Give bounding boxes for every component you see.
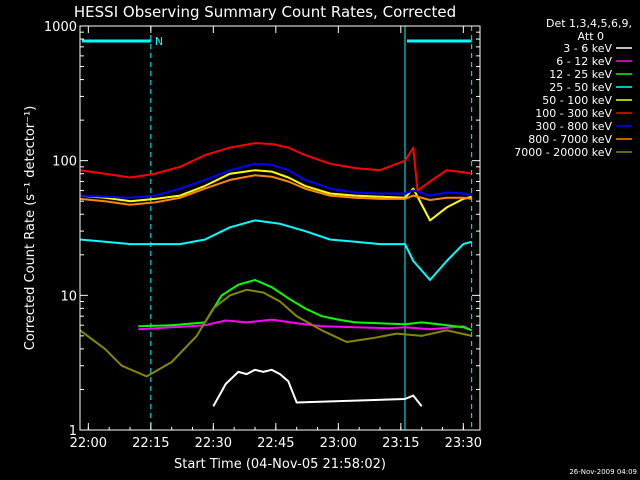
y-tick-label-2: 100 xyxy=(52,155,77,170)
y-axis-label: Corrected Count Rate (s⁻¹ detector⁻¹) xyxy=(23,106,38,351)
series-line-100-300-kev xyxy=(79,142,472,192)
x-tick-label-0: 22:00 xyxy=(70,436,107,451)
marker-label: N xyxy=(155,35,163,48)
x-tick-label-3: 22:45 xyxy=(257,436,294,451)
series-line-12-25-kev xyxy=(138,279,473,332)
legend-header-line-1: Det 1,3,4,5,6,9, xyxy=(546,17,632,30)
legend-header-line-2: Att 0 xyxy=(578,30,604,43)
y-axis: 1 10 100 1000 xyxy=(44,20,480,439)
legend-label-100-300-kev: 100 - 300 keV xyxy=(535,107,612,120)
legend-label-25-50-kev: 25 - 50 keV xyxy=(549,81,612,94)
series-line-300-800-kev xyxy=(79,162,472,199)
legend-label-6-12-kev: 6 - 12 keV xyxy=(556,55,612,68)
x-tick-label-5: 23:15 xyxy=(382,436,419,451)
x-axis-label: Start Time (04-Nov-05 21:58:02) xyxy=(174,457,386,472)
footer-timestamp: 26-Nov-2009 04:09 xyxy=(569,468,637,476)
legend-label-800-7000-kev: 800 - 7000 keV xyxy=(528,133,612,146)
legend-label-7000-20000-kev: 7000 - 20000 keV xyxy=(514,146,612,159)
legend-label-300-800-kev: 300 - 800 keV xyxy=(535,120,612,133)
x-tick-label-1: 22:15 xyxy=(132,436,169,451)
series-line-3-6-kev xyxy=(212,368,423,407)
x-tick-label-4: 23:00 xyxy=(320,436,357,451)
series-line-50-100-kev xyxy=(79,169,472,222)
series-line-7000-20000-kev xyxy=(79,288,472,378)
series-line-800-7000-kev xyxy=(79,174,472,206)
legend-label-12-25-kev: 12 - 25 keV xyxy=(549,68,612,81)
x-tick-label-6: 23:30 xyxy=(445,436,482,451)
x-tick-label-2: 22:30 xyxy=(195,436,232,451)
y-tick-label-3: 1000 xyxy=(44,20,77,35)
legend-label-50-100-kev: 50 - 100 keV xyxy=(542,94,612,107)
chart-title: HESSI Observing Summary Count Rates, Cor… xyxy=(74,3,456,21)
legend-label-3-6-kev: 3 - 6 keV xyxy=(563,42,612,55)
y-tick-label-0: 1 xyxy=(69,424,77,439)
series-line-25-50-kev xyxy=(79,219,472,281)
y-tick-label-1: 10 xyxy=(60,289,77,304)
x-axis: 22:00 22:15 22:30 22:45 23:00 23:15 23:30 xyxy=(70,26,482,451)
series-line-6-12-kev xyxy=(138,318,473,332)
axes-frame xyxy=(79,25,481,431)
